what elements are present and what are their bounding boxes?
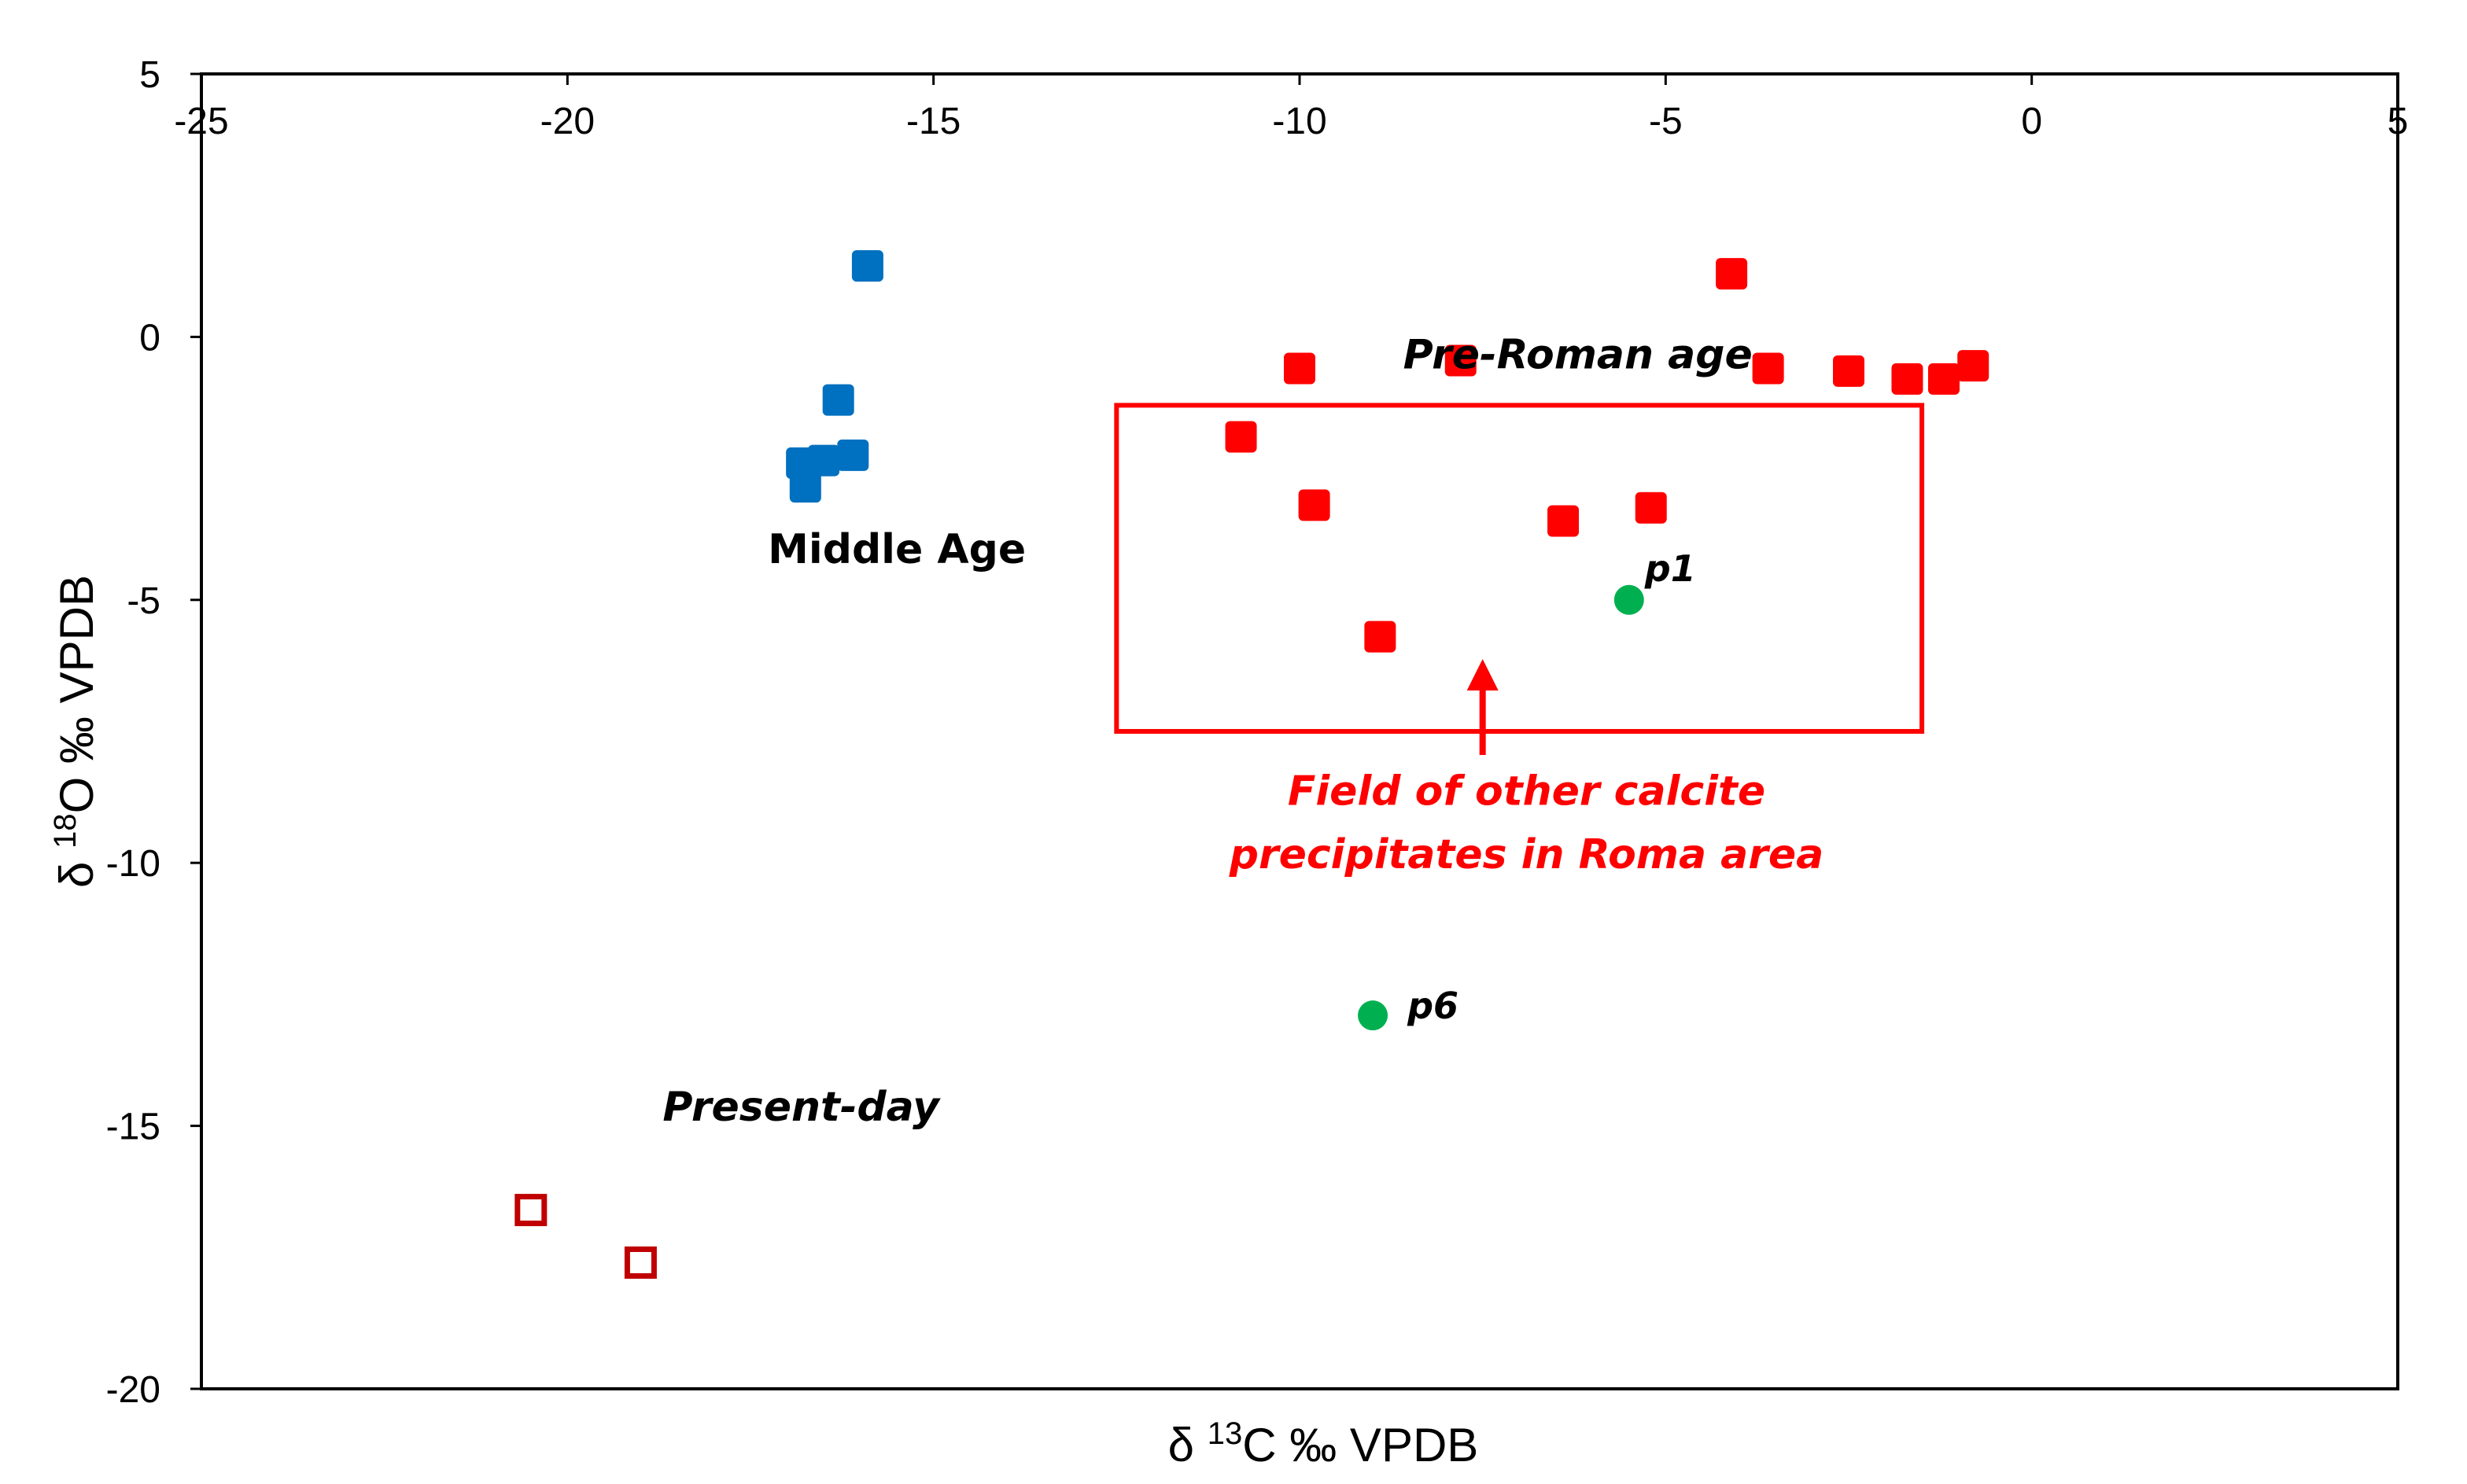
pre-roman-age-point — [1225, 421, 1257, 453]
p-samples-point — [1358, 1000, 1388, 1031]
pre-roman-age-point — [1547, 505, 1580, 537]
x-tick-label: -20 — [540, 101, 595, 142]
pre-roman-age-point — [1833, 355, 1864, 387]
y-axis-title-sup: 18 — [48, 813, 83, 849]
y-axis-title: δ 18O ‰ VPDB — [48, 575, 103, 888]
p-samples-point — [1613, 584, 1644, 615]
y-axis-title-suffix: O ‰ VPDB — [50, 575, 103, 813]
y-tick-label: -5 — [127, 580, 160, 622]
middle-age-point — [822, 384, 854, 416]
pre-roman-age-point — [1364, 620, 1396, 653]
middle-age-label: Middle Age — [768, 526, 1026, 573]
y-tick-label: 5 — [139, 54, 160, 96]
pre-roman-age-point — [1752, 352, 1784, 385]
pre-roman-age-point — [1635, 492, 1667, 524]
x-axis-title-sup: 13 — [1208, 1416, 1243, 1451]
field-label-line1: Field of other calcite — [1288, 768, 1765, 816]
y-tick-label: -10 — [106, 843, 160, 885]
y-axis-title-prefix: δ — [50, 849, 103, 888]
x-axis-title-prefix: δ — [1168, 1419, 1208, 1471]
field-label-line2: precipitates in Roma area — [1229, 831, 1824, 878]
y-tick-label: -15 — [106, 1107, 160, 1148]
x-tick-label: -25 — [174, 101, 228, 142]
present-day-point — [624, 1246, 657, 1279]
field-box — [1114, 403, 1925, 734]
pre-roman-age-point — [1298, 489, 1330, 521]
present-day-point — [514, 1194, 548, 1227]
middle-age-point — [837, 439, 869, 471]
field-arrow-head — [1466, 659, 1499, 690]
y-tick-label: -20 — [106, 1369, 160, 1411]
pre-roman-age-point — [1927, 363, 1960, 395]
x-tick-label: -10 — [1272, 101, 1326, 142]
x-axis-title: δ 13C ‰ VPDB — [1168, 1416, 1479, 1471]
y-axis-ticks: 5 0 -5 -10 -15 -20 — [106, 54, 201, 1411]
middle-age-point — [786, 447, 818, 479]
x-tick-label: -5 — [1649, 101, 1683, 142]
pre-roman-age-point — [1716, 258, 1748, 290]
pre-roman-label: Pre-Roman age — [1403, 332, 1753, 379]
present-day-label: Present-day — [662, 1084, 941, 1131]
x-tick-label: -15 — [906, 101, 961, 142]
pre-roman-age-point — [1957, 350, 1989, 382]
point-label-p1: p1 — [1644, 547, 1696, 590]
x-tick-label: 5 — [2388, 101, 2409, 142]
pre-roman-age-point — [1891, 363, 1923, 395]
point-label-p6: p6 — [1407, 985, 1458, 1027]
x-axis-title-suffix: C ‰ VPDB — [1242, 1419, 1478, 1471]
data-points: p1 p6 — [514, 250, 1989, 1279]
pre-roman-age-point — [1444, 344, 1477, 377]
y-tick-label: 0 — [139, 317, 160, 359]
middle-age-point — [789, 471, 821, 503]
middle-age-point — [851, 250, 883, 282]
pre-roman-age-point — [1284, 352, 1315, 385]
x-axis-ticks: -25 -20 -15 -10 -5 0 5 — [174, 74, 2408, 142]
field-arrow — [1466, 659, 1499, 755]
x-tick-label: 0 — [2021, 101, 2042, 142]
